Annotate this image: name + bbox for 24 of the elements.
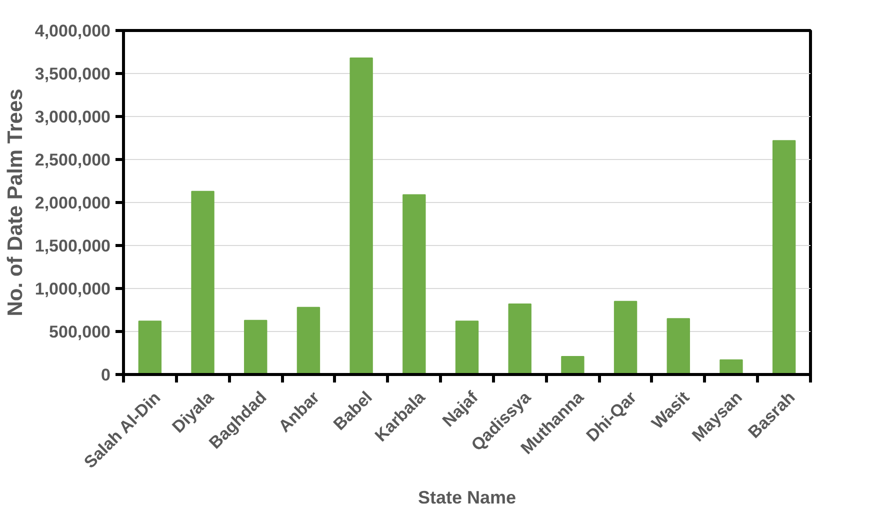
bar xyxy=(455,320,479,374)
bar xyxy=(350,58,373,374)
y-tick-label: 500,000 xyxy=(49,322,110,342)
y-tick-label: 2,500,000 xyxy=(34,150,111,170)
bar xyxy=(772,140,796,374)
bar xyxy=(296,306,320,374)
bar xyxy=(138,320,162,374)
bar xyxy=(666,318,690,374)
bar xyxy=(720,359,743,374)
y-tick-label: 3,500,000 xyxy=(34,64,111,84)
bar xyxy=(614,300,638,374)
bar xyxy=(561,356,584,374)
bar xyxy=(508,303,532,374)
bar xyxy=(244,320,268,374)
x-axis-title: State Name xyxy=(418,488,516,508)
y-tick-label: 1,000,000 xyxy=(34,280,111,298)
y-tick-label: 3,000,000 xyxy=(34,108,111,126)
y-tick-label: 1,500,000 xyxy=(34,236,111,256)
y-tick-label: 4,000,000 xyxy=(34,22,111,40)
bar xyxy=(191,190,214,374)
y-axis-title: No. of Date Palm Trees xyxy=(4,88,27,316)
y-tick-label: 0 xyxy=(101,366,111,384)
y-tick-label: 2,000,000 xyxy=(34,194,111,212)
bar xyxy=(402,194,426,374)
